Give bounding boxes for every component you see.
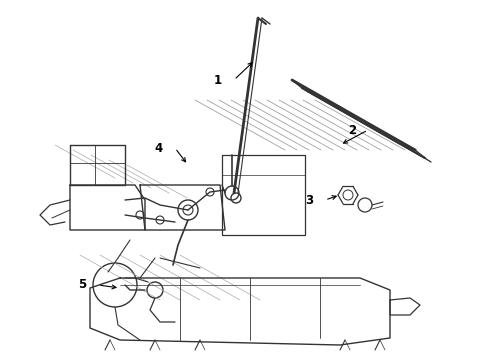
Text: 4: 4	[155, 141, 163, 154]
Text: 3: 3	[305, 194, 313, 207]
Text: 2: 2	[348, 123, 356, 136]
Text: 5: 5	[78, 279, 86, 292]
Text: 1: 1	[214, 73, 222, 86]
